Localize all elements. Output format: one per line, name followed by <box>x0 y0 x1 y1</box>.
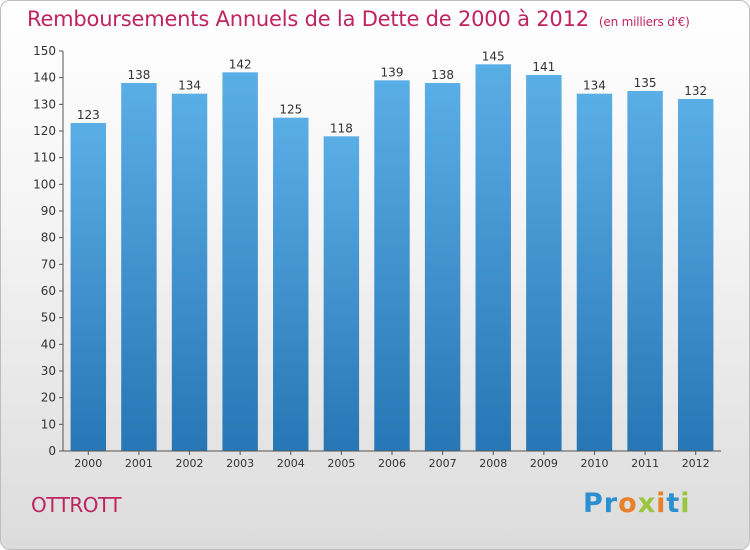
data-label-2000: 123 <box>77 108 100 122</box>
x-tick-label-2002: 2002 <box>176 457 204 470</box>
y-tick-label-120: 120 <box>33 124 56 138</box>
bar-2005 <box>323 136 360 451</box>
proxiti-logo: Proxiti <box>583 488 691 519</box>
bar-2010 <box>576 93 613 452</box>
logo-letter: i <box>656 488 667 519</box>
data-label-2006: 139 <box>381 65 404 79</box>
chart-subtitle: (en milliers d'€) <box>598 15 690 29</box>
x-tick-label-2010: 2010 <box>580 457 608 470</box>
y-tick-label-20: 20 <box>41 391 56 405</box>
data-label-2003: 142 <box>229 57 252 71</box>
bar-2004 <box>273 117 309 452</box>
y-tick-label-150: 150 <box>33 44 56 58</box>
y-tick-label-90: 90 <box>41 204 56 218</box>
y-tick-label-60: 60 <box>41 284 56 298</box>
bar-2011 <box>627 91 663 451</box>
y-tick-label-80: 80 <box>41 231 56 245</box>
y-axis-tick-labels: 0 10 20 30 40 50 60 70 80 90 100 110 120 130 140 150 <box>33 44 56 458</box>
y-tick-label-30: 30 <box>41 364 56 378</box>
logo-letter: t <box>666 488 681 519</box>
data-labels-group: 123 138 134 142 125 118 139 138 145 141 134 135 132 <box>77 49 707 135</box>
data-label-2002: 134 <box>178 79 201 93</box>
data-label-2007: 138 <box>431 68 454 82</box>
bar-2006 <box>374 80 410 451</box>
y-tick-label-10: 10 <box>41 417 56 431</box>
x-tick-label-2007: 2007 <box>429 457 457 470</box>
x-tick-label-2005: 2005 <box>327 457 355 470</box>
logo-letter: r <box>603 488 619 519</box>
data-label-2004: 125 <box>279 103 302 117</box>
bar-2003 <box>222 72 258 451</box>
x-tick-label-2004: 2004 <box>277 457 305 470</box>
bar-2009 <box>526 75 562 451</box>
x-tick-label-2011: 2011 <box>631 457 659 470</box>
chart-title: Remboursements Annuels de la Dette de 20… <box>27 7 690 31</box>
commune-name: OTTROTT <box>31 493 122 517</box>
x-tick-label-2003: 2003 <box>226 457 254 470</box>
x-tick-label-2008: 2008 <box>479 457 507 470</box>
axes-group <box>59 50 721 455</box>
bar-2002 <box>171 93 208 452</box>
y-tick-label-100: 100 <box>33 177 56 191</box>
bar-2012 <box>677 99 714 451</box>
x-tick-label-2012: 2012 <box>682 457 710 470</box>
bar-2000 <box>70 123 107 451</box>
logo-letter: i <box>680 488 691 519</box>
y-tick-label-50: 50 <box>41 311 56 325</box>
data-label-2009: 141 <box>532 60 555 74</box>
y-tick-label-40: 40 <box>41 337 56 351</box>
data-label-2012: 132 <box>684 84 707 98</box>
y-tick-label-70: 70 <box>41 257 56 271</box>
data-label-2005: 118 <box>330 121 353 135</box>
y-tick-label-140: 140 <box>33 71 56 85</box>
y-tick-label-130: 130 <box>33 97 56 111</box>
logo-letter: P <box>583 488 604 519</box>
y-tick-label-110: 110 <box>33 151 56 165</box>
bar-2008 <box>475 64 511 451</box>
logo-letter: x <box>637 488 657 519</box>
logo-letter: o <box>618 488 638 519</box>
data-label-2001: 138 <box>127 68 150 82</box>
chart-title-text: Remboursements Annuels de la Dette de 20… <box>27 7 589 31</box>
bar-2007 <box>424 83 461 451</box>
bar-2001 <box>121 83 157 451</box>
data-label-2011: 135 <box>634 76 657 90</box>
data-label-2010: 134 <box>583 79 606 93</box>
data-label-2008: 145 <box>482 49 505 63</box>
x-tick-label-2006: 2006 <box>378 457 406 470</box>
y-tick-label-0: 0 <box>48 444 56 458</box>
x-tick-label-2001: 2001 <box>125 457 153 470</box>
bars-group <box>70 64 714 452</box>
x-axis-tick-labels: 2000 2001 2002 2003 2004 2005 2006 2007 2008 2009… <box>74 457 709 470</box>
x-tick-label-2009: 2009 <box>530 457 558 470</box>
x-tick-label-2000: 2000 <box>74 457 102 470</box>
